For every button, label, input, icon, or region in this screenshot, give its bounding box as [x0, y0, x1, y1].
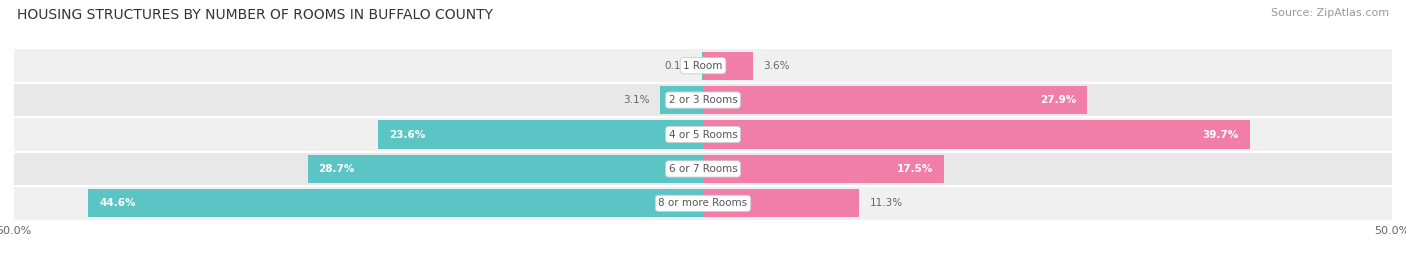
Bar [14, 83, 1392, 117]
Bar [703, 52, 752, 80]
Text: 3.6%: 3.6% [763, 61, 790, 71]
Bar [378, 121, 703, 148]
Text: 8 or more Rooms: 8 or more Rooms [658, 198, 748, 208]
Text: 27.9%: 27.9% [1040, 95, 1077, 105]
Text: 0.1%: 0.1% [664, 61, 690, 71]
Bar [703, 155, 945, 183]
Text: 3.1%: 3.1% [623, 95, 650, 105]
Text: 6 or 7 Rooms: 6 or 7 Rooms [669, 164, 737, 174]
Bar [14, 117, 1392, 152]
Text: HOUSING STRUCTURES BY NUMBER OF ROOMS IN BUFFALO COUNTY: HOUSING STRUCTURES BY NUMBER OF ROOMS IN… [17, 8, 494, 22]
Bar [308, 155, 703, 183]
Text: 11.3%: 11.3% [870, 198, 903, 208]
Text: 2 or 3 Rooms: 2 or 3 Rooms [669, 95, 737, 105]
Bar [703, 189, 859, 217]
Bar [703, 86, 1087, 114]
Text: 17.5%: 17.5% [897, 164, 934, 174]
Text: Source: ZipAtlas.com: Source: ZipAtlas.com [1271, 8, 1389, 18]
Text: 44.6%: 44.6% [100, 198, 136, 208]
Bar [14, 186, 1392, 221]
Bar [14, 152, 1392, 186]
Text: 1 Room: 1 Room [683, 61, 723, 71]
Text: 23.6%: 23.6% [389, 129, 425, 140]
Text: 39.7%: 39.7% [1202, 129, 1239, 140]
Text: 28.7%: 28.7% [319, 164, 354, 174]
Bar [89, 189, 703, 217]
Bar [703, 121, 1250, 148]
Bar [14, 48, 1392, 83]
Text: 4 or 5 Rooms: 4 or 5 Rooms [669, 129, 737, 140]
Bar [661, 86, 703, 114]
